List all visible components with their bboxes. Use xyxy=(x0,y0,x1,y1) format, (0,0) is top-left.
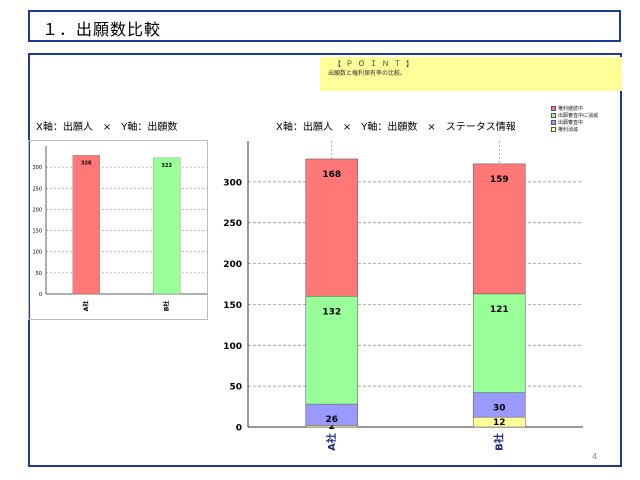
x-tick-label: B社 xyxy=(492,433,505,451)
data-label: 2 xyxy=(329,422,335,432)
bar-segment xyxy=(472,163,526,295)
y-tick-label: 50 xyxy=(229,383,242,393)
bar-segment xyxy=(305,295,359,405)
small-bar-chart: 0 50 100 150 200 250 300 328 A社 322 B社 xyxy=(28,140,208,320)
chart-legend: 権利継続中 出願審査中に消滅 出願審査中 権利消滅 xyxy=(551,105,598,133)
y-tick-label: 0 xyxy=(39,292,42,298)
legend-label: 権利消滅 xyxy=(558,127,579,133)
stacked-bar-chart: 0 50 100 150 200 250 300 226 132 168 A社 12 30 121 159 B… xyxy=(223,141,583,451)
y-tick-label: 200 xyxy=(223,260,242,270)
y-tick-label: 250 xyxy=(223,219,242,229)
legend-item: 出願審査中 xyxy=(551,119,598,126)
bar xyxy=(72,155,100,295)
data-label: 168 xyxy=(322,170,341,180)
legend-label: 出願審査中 xyxy=(558,120,584,126)
data-label: 30 xyxy=(493,404,506,414)
point-text: 出願数と権利保有率の比較。 xyxy=(328,70,407,77)
y-tick-label: 200 xyxy=(32,207,42,213)
y-tick-label: 0 xyxy=(236,424,242,434)
y-tick-label: 300 xyxy=(223,178,242,188)
y-tick-label: 100 xyxy=(32,250,42,256)
data-label: 12 xyxy=(493,418,506,428)
x-tick-label: B社 xyxy=(162,301,170,312)
legend-item: 権利継続中 xyxy=(551,105,598,112)
y-tick-label: 150 xyxy=(32,229,42,235)
data-label: 121 xyxy=(490,305,509,315)
legend-swatch xyxy=(551,113,556,118)
slide-title: １．出願数比較 xyxy=(42,20,162,39)
small-chart-title: X軸：出願人 × Y軸：出願数 xyxy=(36,122,178,133)
page-number: 4 xyxy=(592,452,598,461)
point-heading: 【ＰＯＩＮＴ】 xyxy=(334,60,418,68)
y-tick-label: 300 xyxy=(32,165,42,171)
legend-item: 権利消滅 xyxy=(551,126,598,133)
chart-border xyxy=(28,140,208,320)
legend-swatch xyxy=(551,106,556,111)
stacked-chart-title: X軸：出願人 × Y軸：出願数 × ステータス情報 xyxy=(276,122,516,133)
data-label: 26 xyxy=(325,415,338,425)
data-label: 328 xyxy=(81,160,92,166)
x-tick-label: A社 xyxy=(82,301,90,312)
legend-swatch xyxy=(551,127,556,132)
point-box: 【ＰＯＩＮＴ】 出願数と権利保有率の比較。 xyxy=(320,57,622,91)
y-tick-label: 50 xyxy=(36,271,42,277)
bar-segment xyxy=(472,392,526,418)
y-tick-label: 100 xyxy=(223,342,242,352)
bar xyxy=(153,157,181,295)
y-tick-label: 150 xyxy=(223,301,242,311)
x-tick-label: A社 xyxy=(325,433,338,451)
data-label: 159 xyxy=(490,175,509,185)
y-tick-label: 250 xyxy=(32,186,42,192)
legend-item: 出願審査中に消滅 xyxy=(551,112,598,119)
bar-segment xyxy=(305,158,359,297)
data-label: 132 xyxy=(322,307,341,317)
legend-swatch xyxy=(551,120,556,125)
legend-label: 出願審査中に消滅 xyxy=(558,113,599,119)
slide-title-box: １．出願数比較 xyxy=(28,10,621,42)
legend-label: 権利継続中 xyxy=(558,106,584,112)
data-label: 322 xyxy=(162,163,173,169)
bar-segment xyxy=(472,293,526,393)
